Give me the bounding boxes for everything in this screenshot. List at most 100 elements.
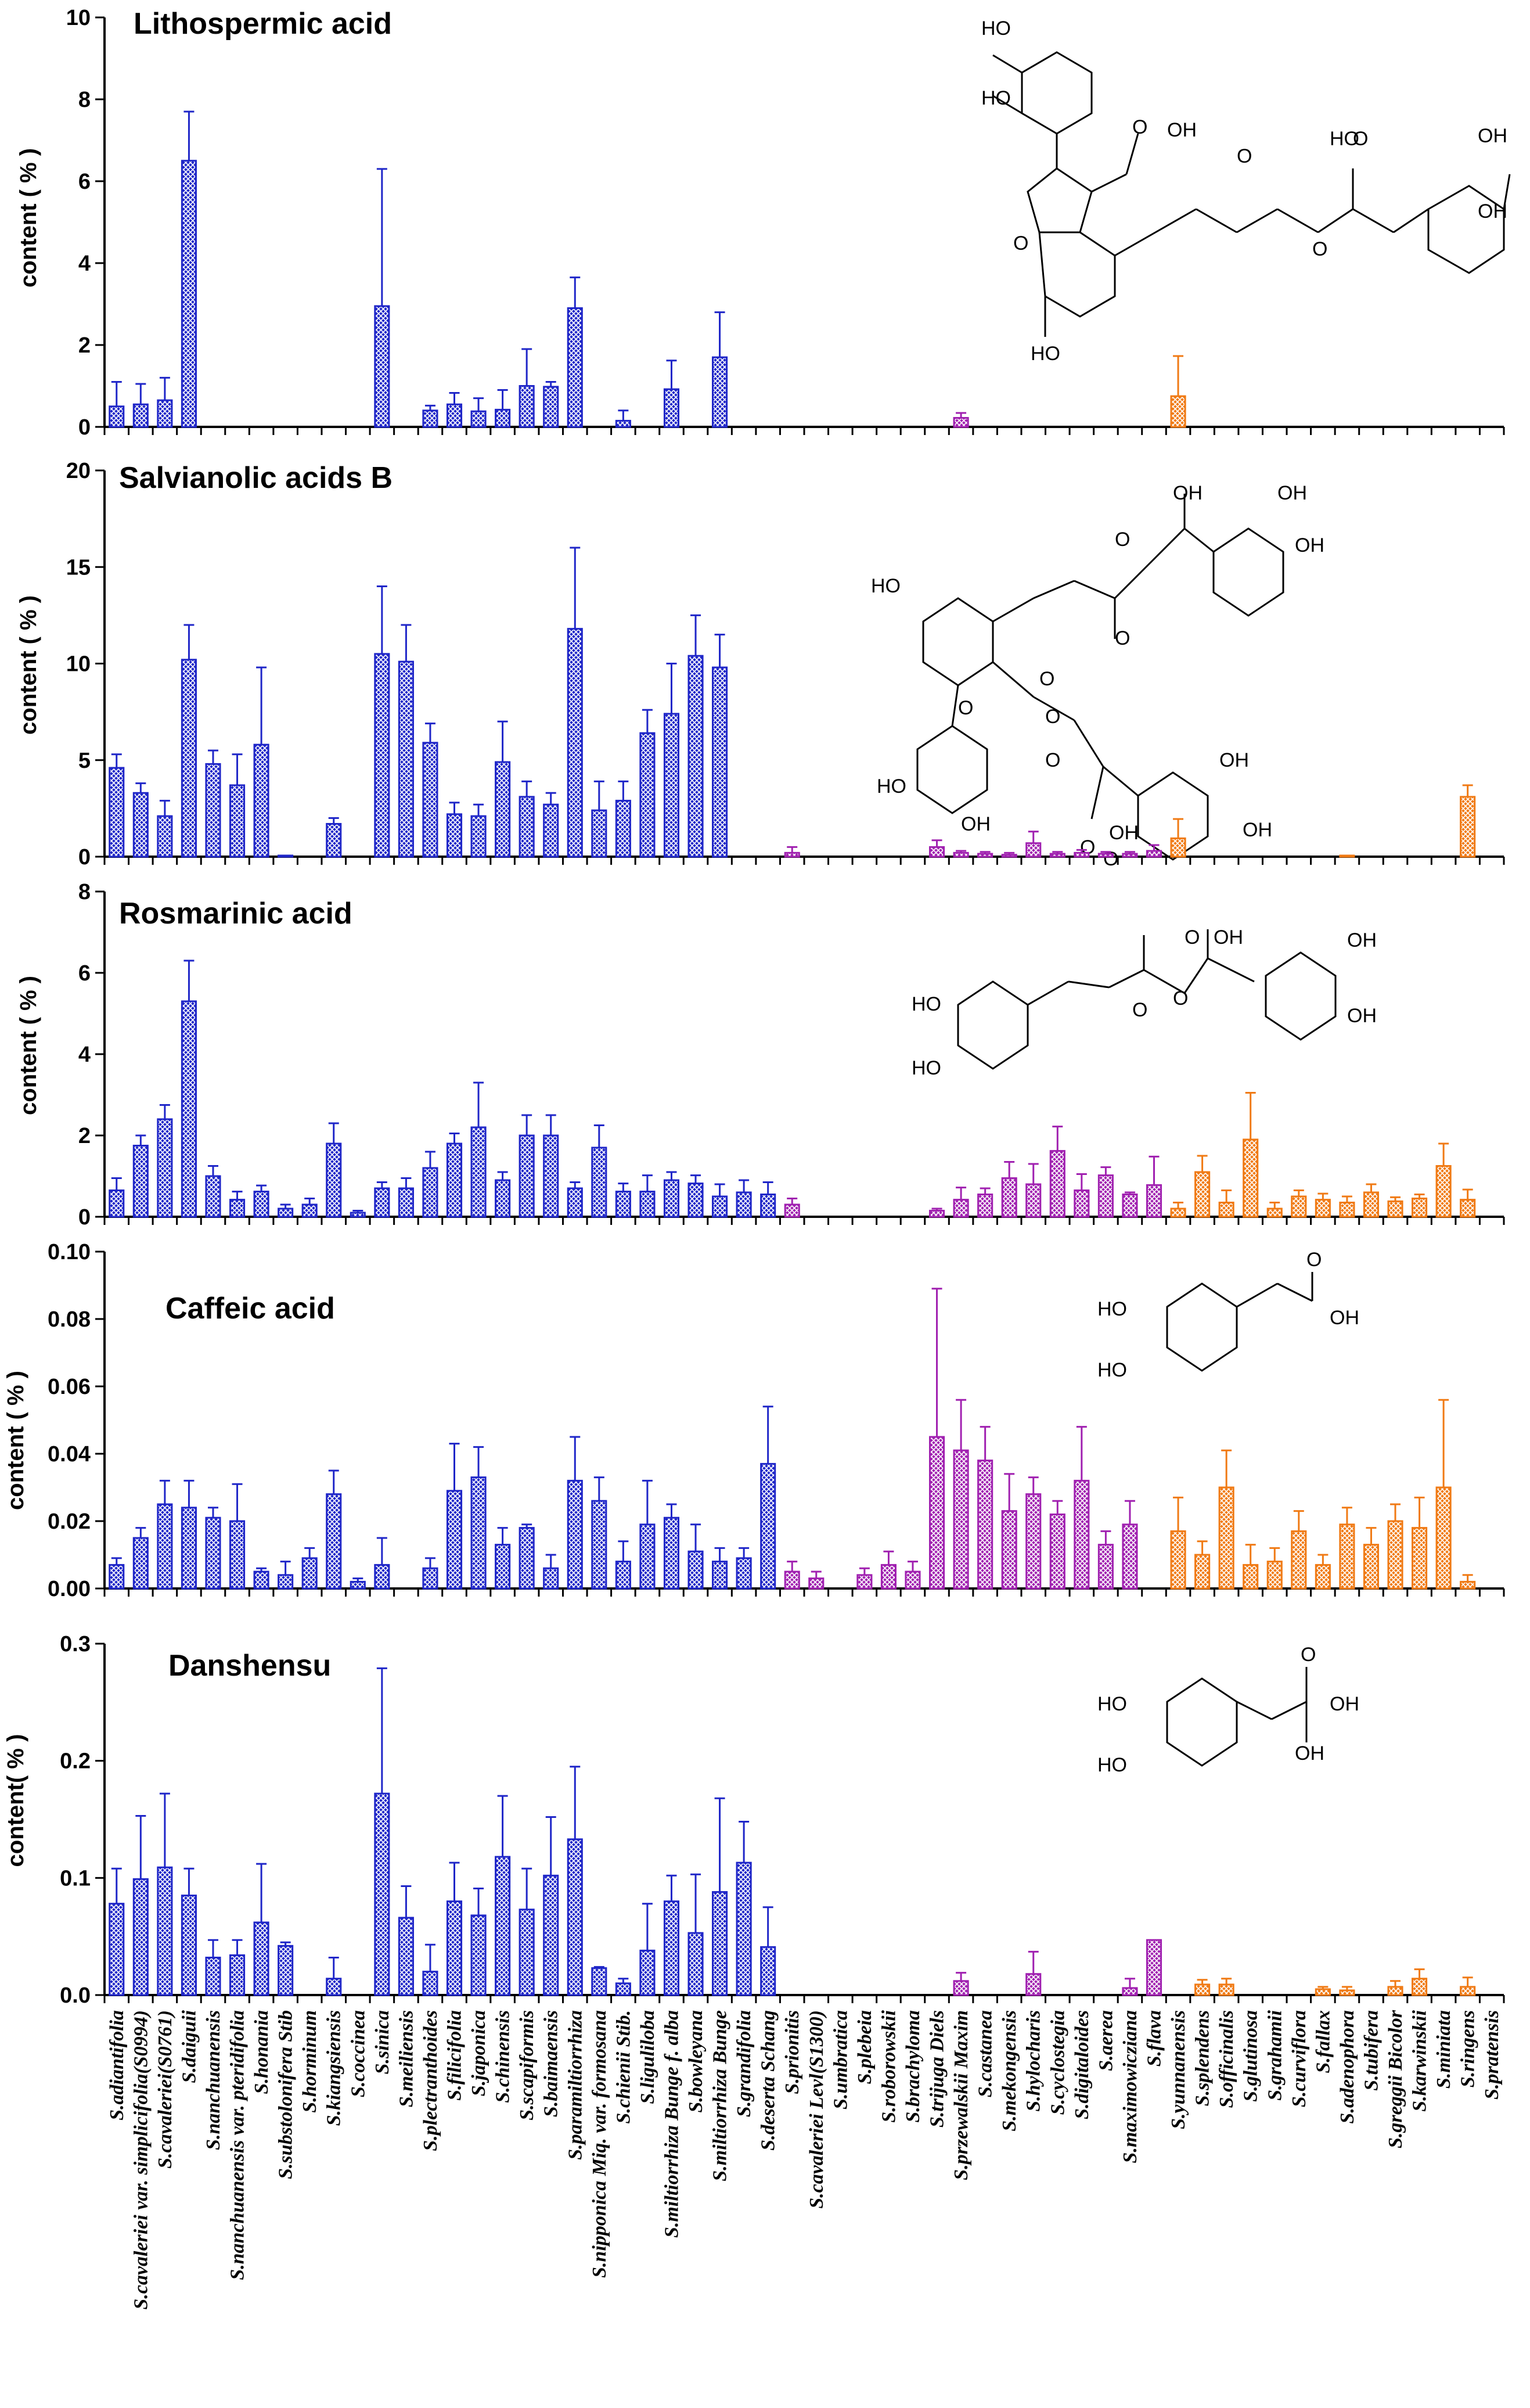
bar [1291, 1195, 1307, 1218]
y-tick-label: 8 [78, 88, 91, 112]
y-tick-label: 10 [66, 6, 91, 30]
bar [350, 1580, 366, 1590]
bar [928, 1436, 945, 1590]
x-tick-label: S.yunnanensis [1168, 2010, 1189, 2129]
x-tick-label: S.cavaleriei(S0761) [154, 2010, 176, 2169]
panel-lithospermic-acid: Lithospermic acid content ( % ) [16, 7, 392, 287]
bar [1218, 1202, 1234, 1218]
bar [278, 1207, 294, 1218]
bar [1170, 1207, 1186, 1218]
bar [422, 409, 438, 428]
bar [1339, 854, 1355, 858]
structure-label: HO [981, 17, 1011, 39]
structure-label: OH [1478, 200, 1507, 222]
bar [1387, 1986, 1403, 1996]
y-tick-label: 0 [78, 415, 91, 440]
structure-label: O [1185, 926, 1200, 948]
bar [519, 1134, 535, 1218]
x-tick-label: S.cyclostegia [1047, 2010, 1068, 2115]
x-tick-label: S.plebeia [854, 2010, 876, 2084]
bar [663, 713, 680, 858]
x-tick-label: S.nipponica Miq. var. formosana [589, 2010, 610, 2278]
y-axis-label: content( % ) [3, 1734, 28, 1867]
bar [712, 356, 728, 428]
x-tick-label: S.nanchuanensis [203, 2010, 224, 2150]
plot-area: 0 2 4 6 8 10 [66, 6, 1505, 440]
bar [1122, 1987, 1138, 1996]
structure-label: OH [1173, 482, 1203, 504]
bar [1412, 1978, 1428, 1996]
bar [1001, 1510, 1017, 1590]
bar [157, 1118, 173, 1218]
bar [326, 1142, 342, 1218]
bar [109, 767, 125, 858]
x-tick-label: S.umbratica [830, 2010, 851, 2109]
bar [1194, 1171, 1211, 1218]
y-tick-label: 0.02 [48, 1510, 91, 1534]
y-tick-label: 0.06 [48, 1375, 91, 1399]
bar [905, 1570, 921, 1590]
bar [132, 1145, 149, 1218]
bar [567, 1187, 583, 1218]
structure-label: HO [1031, 343, 1060, 365]
bar [1025, 1493, 1042, 1590]
bar [374, 1792, 390, 1996]
bar [446, 1490, 463, 1590]
x-tick-label: S.castanea [975, 2010, 996, 2097]
structure-label: OH [1347, 1005, 1377, 1027]
bar [1146, 1939, 1162, 1996]
structure-label: O [1173, 987, 1188, 1009]
bar [132, 1537, 149, 1590]
bar [736, 1557, 752, 1590]
x-tick-label: S.chienii Stib. [613, 2010, 634, 2124]
bar [1170, 395, 1186, 428]
bar [1146, 1184, 1162, 1218]
x-tick-label: S.officinalis [1216, 2010, 1237, 2108]
bar [1049, 1513, 1065, 1590]
bar [1266, 1561, 1283, 1590]
structure-label: HO [877, 775, 906, 797]
x-tick-label: S.filicifolia [444, 2010, 466, 2101]
x-tick-label: S.miltiorrhiza Bunge f. alba [661, 2010, 682, 2238]
bar [760, 1946, 776, 1996]
y-tick-label: 8 [78, 880, 91, 904]
bar [928, 1210, 945, 1218]
y-tick-label: 4 [78, 251, 91, 276]
structure-label: O [1115, 627, 1130, 649]
x-tick-label: S.horminum [299, 2010, 321, 2113]
y-tick-label: 0.00 [48, 1577, 91, 1601]
bar [663, 1900, 680, 1996]
bar [1363, 1191, 1380, 1218]
x-tick-label: S.trijuga Diels [927, 2010, 948, 2127]
x-tick-label: S.grandifolia [733, 2010, 755, 2117]
bar [615, 1561, 631, 1590]
x-tick-label: S.bowleyana [685, 2010, 707, 2113]
bar [543, 803, 559, 858]
bar [1435, 1165, 1452, 1218]
x-tick-label: S.ringens [1457, 2010, 1479, 2087]
x-tick-label: S.plectranthoides [420, 2010, 441, 2151]
bar [253, 1570, 269, 1590]
bar [519, 385, 535, 428]
bar [1097, 1174, 1114, 1218]
bar [1074, 851, 1090, 858]
bar [374, 1564, 390, 1590]
x-tick-label: S.deserta Schang [758, 2010, 779, 2151]
bar [1435, 1486, 1452, 1590]
bar [374, 653, 390, 858]
bar [205, 1516, 221, 1590]
bar [422, 1567, 438, 1590]
y-tick-label: 0.04 [48, 1442, 91, 1467]
bar [856, 1574, 873, 1590]
structure-label: O [1353, 128, 1368, 150]
bar [567, 1479, 583, 1590]
bar [1291, 1530, 1307, 1590]
bar [398, 660, 414, 858]
bar [712, 1561, 728, 1590]
bar [229, 1199, 246, 1218]
structure-label: O [1306, 1249, 1322, 1271]
bar [495, 1544, 511, 1590]
bar [567, 628, 583, 858]
y-tick-label: 2 [78, 1124, 91, 1148]
plot-area: 0.0 0.1 0.2 0.3 [60, 1632, 1505, 2008]
